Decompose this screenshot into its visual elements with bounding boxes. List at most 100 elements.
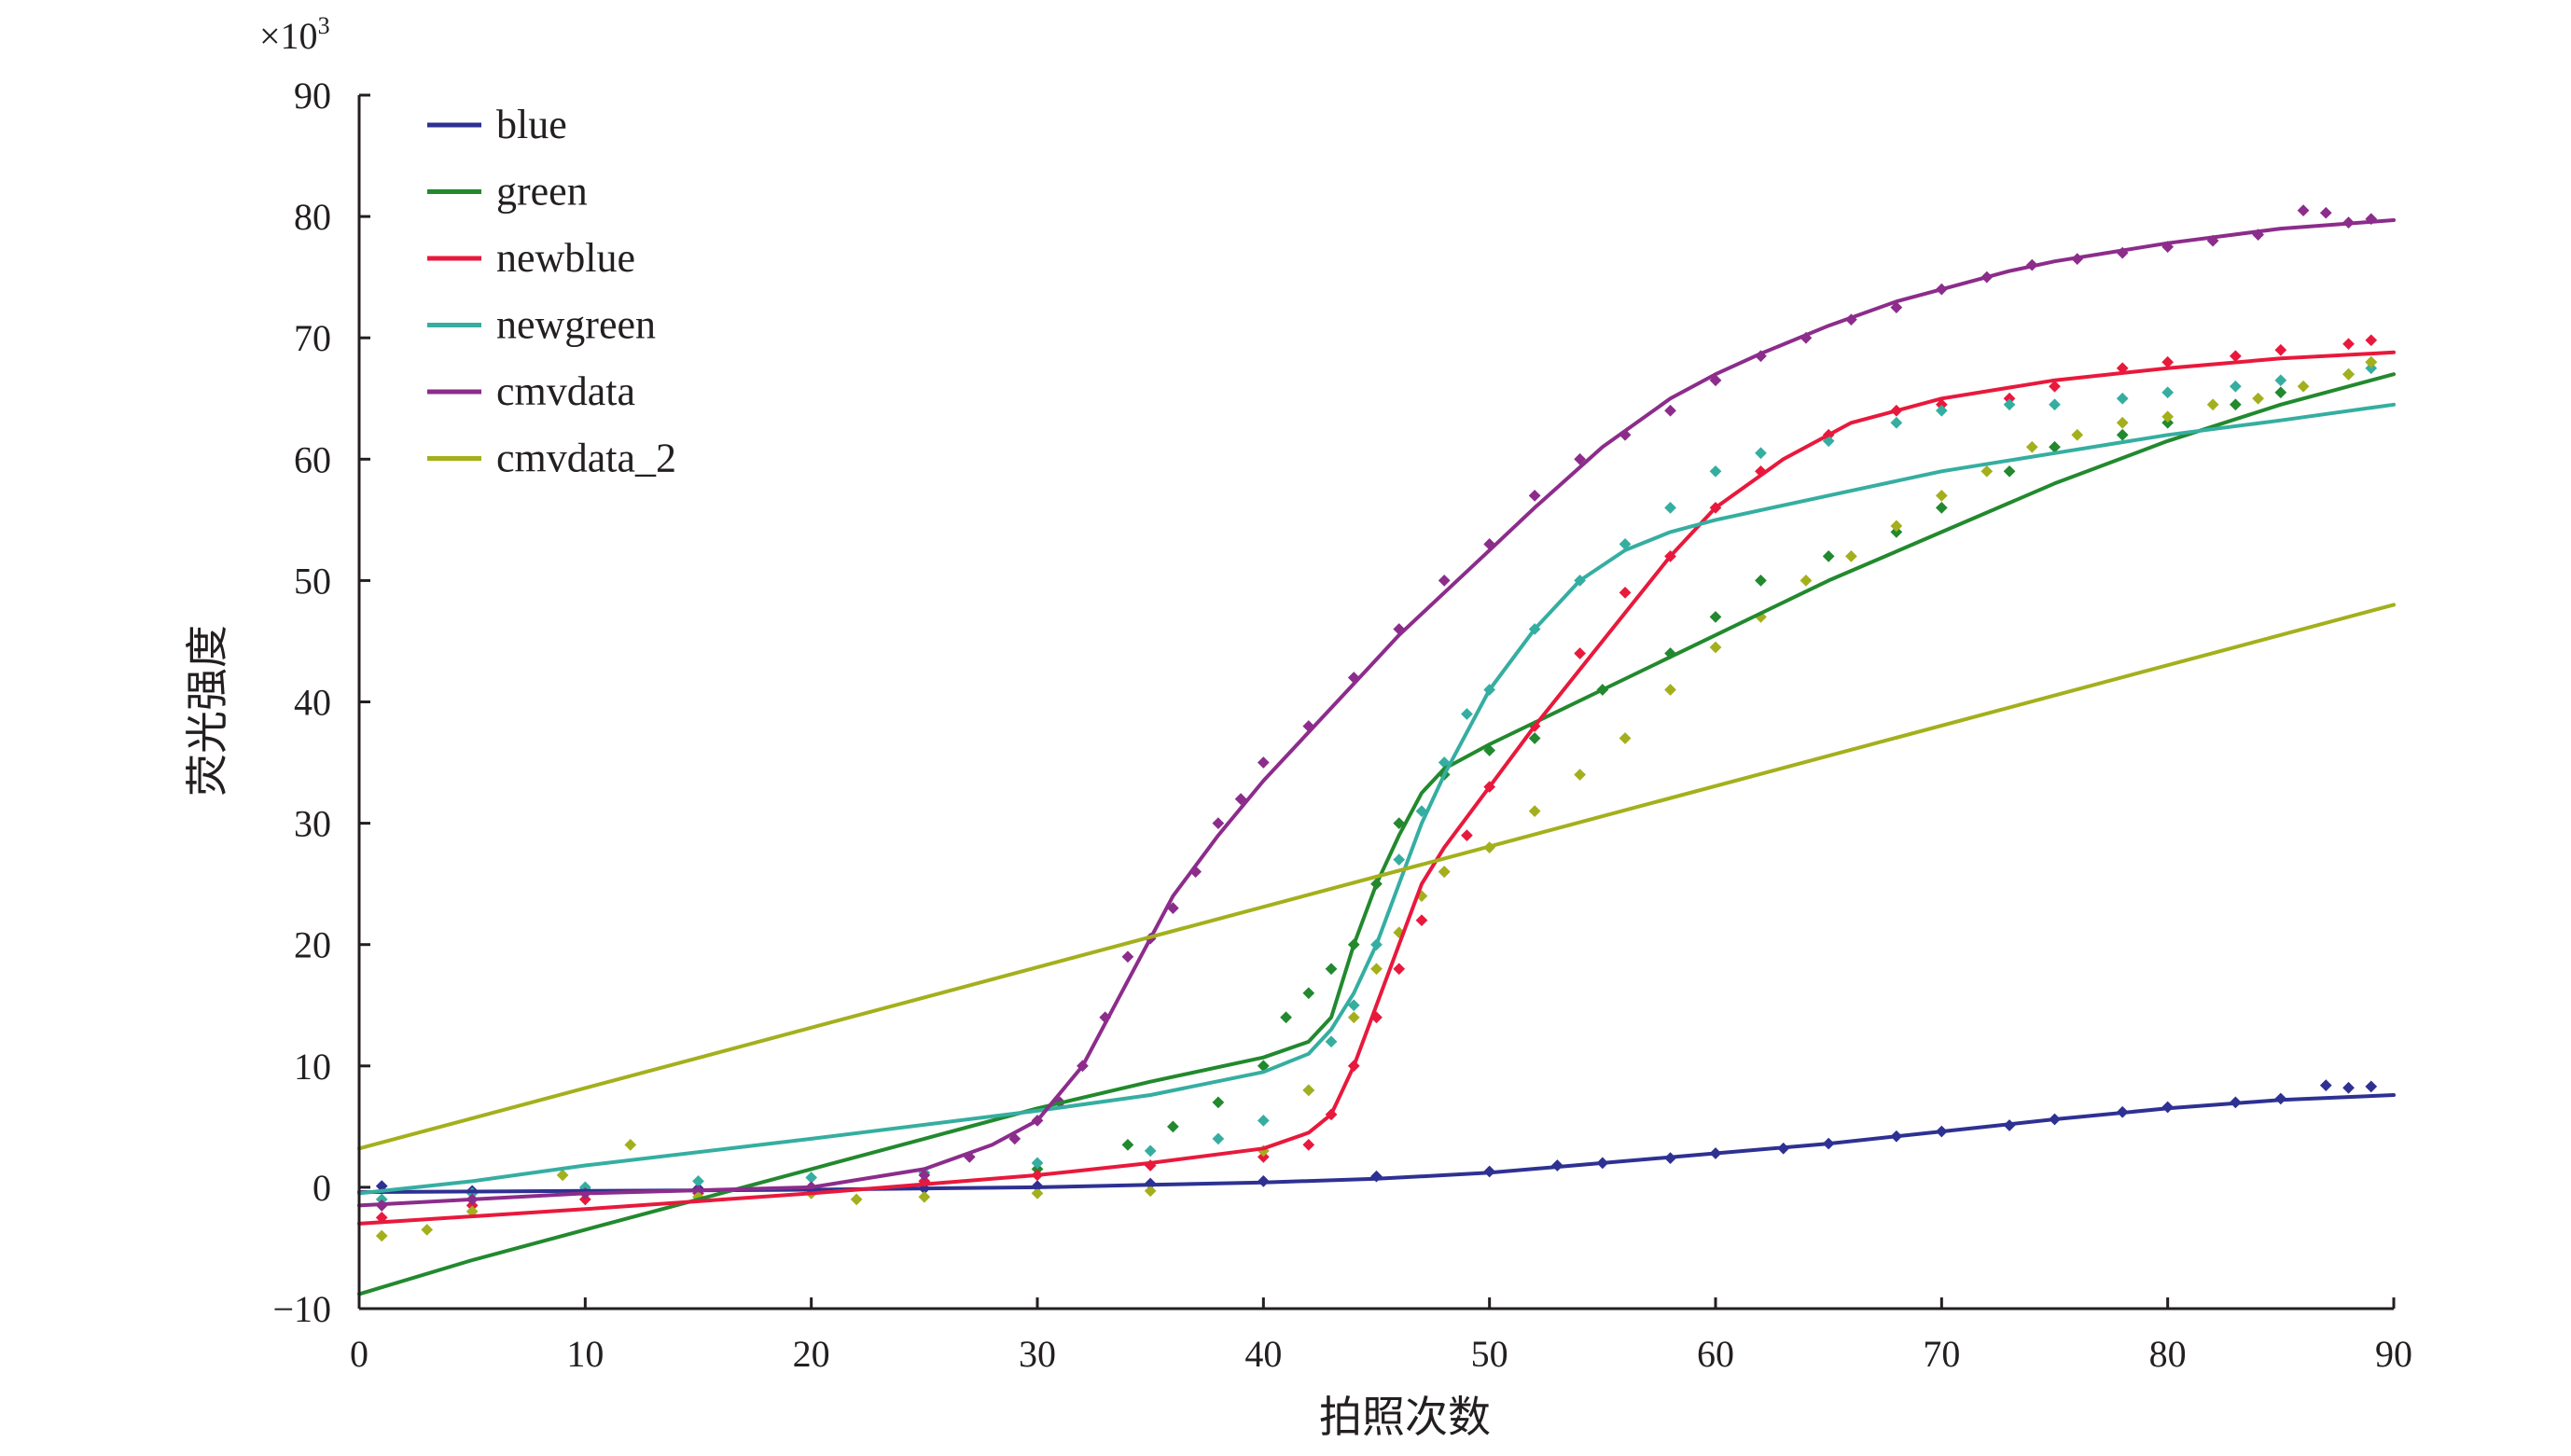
data-point-green [1822,550,1835,562]
data-point-newblue [2003,392,2016,405]
data-point-cmvdata [2319,206,2332,219]
data-point-newgreen [1325,1035,1338,1048]
fit-line-blue [357,1093,2396,1195]
y-tick-label: 0 [313,1167,331,1209]
data-point-newblue [2230,350,2242,363]
data-point-cmvdata_2 [2206,398,2219,411]
data-point-cmvdata_2 [918,1190,931,1203]
data-point-cmvdata [1121,950,1134,964]
legend-label-newblue: newblue [496,235,635,281]
data-point-cmvdata [1438,575,1451,587]
data-point-newgreen [1144,1144,1157,1158]
data-point-green [2230,398,2242,411]
data-point-cmvdata_2 [624,1139,637,1151]
data-point-cmvdata [1528,489,1541,502]
data-point-cmvdata_2 [2365,355,2378,368]
y-tick-label: −10 [272,1288,331,1330]
legend-label-cmvdata_2: cmvdata_2 [496,436,676,481]
data-point-cmvdata_2 [421,1224,434,1236]
data-point-cmvdata [2297,204,2310,216]
data-point-newgreen [2274,374,2287,387]
x-axis-title: 拍照次数 [1319,1392,1491,1442]
x-tick-label: 10 [566,1333,604,1375]
data-point-newgreen [1212,1132,1225,1145]
data-point-green [1280,1011,1292,1024]
data-point-cmvdata_2 [2116,416,2129,429]
data-point-newblue [2365,334,2378,347]
legend-label-cmvdata: cmvdata [496,368,635,414]
data-point-newblue [1393,963,1406,976]
legend-label-newgreen: newgreen [496,302,656,348]
axes: 0 10 20 30 40 50 60 70 80 90 −10 0 10 20 30 40 50 60 70 80 9… [272,75,2412,1375]
series-cmvdata_2 [375,355,2378,1242]
data-point-newgreen [1031,1157,1044,1170]
y-tick-label: 60 [294,438,331,480]
y-multiplier-exponent: 3 [318,12,330,39]
y-multiplier: ×103 [259,12,330,57]
data-point-newgreen [1393,853,1406,866]
data-point-cmvdata_2 [1144,1185,1157,1198]
data-point-cmvdata_2 [1528,805,1541,817]
data-point-green [1167,1120,1179,1133]
data-point-cmvdata [1257,756,1270,769]
y-tick-label: 40 [294,682,331,724]
y-tick-label: 30 [294,803,331,845]
fit-line-newblue [357,350,2396,1226]
data-point-green [1121,1139,1134,1151]
series-newgreen [375,362,2378,1206]
fit-line-cmvdata_2 [357,603,2396,1151]
data-point-newgreen [1755,447,1767,460]
data-point-blue [2319,1079,2332,1091]
data-point-green [1935,501,1948,514]
data-point-cmvdata_2 [2342,367,2355,381]
data-point-cmvdata_2 [1031,1187,1044,1199]
data-point-newgreen [2365,362,2378,375]
data-point-cmvdata_2 [1574,769,1586,781]
data-point-cmvdata_2 [1800,575,1813,587]
data-point-cmvdata_2 [1370,963,1383,976]
data-point-green [1031,1163,1044,1175]
data-point-newblue [1257,1151,1270,1163]
data-point-cmvdata_2 [1845,550,1857,562]
data-point-newblue [2342,338,2355,351]
x-tick-label: 80 [2149,1333,2187,1375]
data-point-cmvdata_2 [1347,1011,1360,1024]
data-point-cmvdata_2 [1709,641,1722,654]
data-point-newblue [1302,1139,1315,1151]
x-tick-label: 90 [2375,1333,2412,1375]
x-tick-label: 40 [1244,1333,1282,1375]
data-point-cmvdata_2 [1619,732,1632,744]
data-point-green [1302,987,1315,1000]
legend-label-green: green [496,169,588,215]
data-point-cmvdata_2 [1438,866,1451,879]
y-multiplier-base: ×10 [259,15,318,57]
data-point-cmvdata_2 [850,1193,863,1206]
series-layer [357,204,2396,1297]
data-point-newgreen [1347,999,1360,1012]
data-point-green [1709,611,1722,623]
data-point-green [1325,963,1338,976]
x-tick-label: 60 [1697,1333,1734,1375]
y-tick-label: 20 [294,924,331,966]
data-point-green [1755,575,1767,587]
data-point-cmvdata_2 [375,1229,388,1242]
data-point-cmvdata_2 [2025,440,2038,453]
data-point-green [2049,440,2061,453]
data-point-cmvdata_2 [1935,489,1948,502]
data-point-newgreen [1664,501,1676,514]
x-tick-label: 0 [350,1333,368,1375]
data-point-newgreen [2003,398,2016,411]
data-point-newblue [1574,647,1586,659]
data-point-newblue [1619,587,1632,599]
data-point-newgreen [2049,398,2061,411]
data-point-green [2274,386,2287,399]
data-point-newblue [1415,914,1428,927]
data-point-blue [2342,1081,2355,1094]
x-tick-label: 50 [1471,1333,1508,1375]
data-point-cmvdata [1664,404,1676,417]
data-point-cmvdata_2 [1890,520,1903,533]
y-axis-title: 荧光强度 [182,625,232,797]
data-point-newgreen [1709,465,1722,478]
x-tick-label: 70 [1923,1333,1960,1375]
